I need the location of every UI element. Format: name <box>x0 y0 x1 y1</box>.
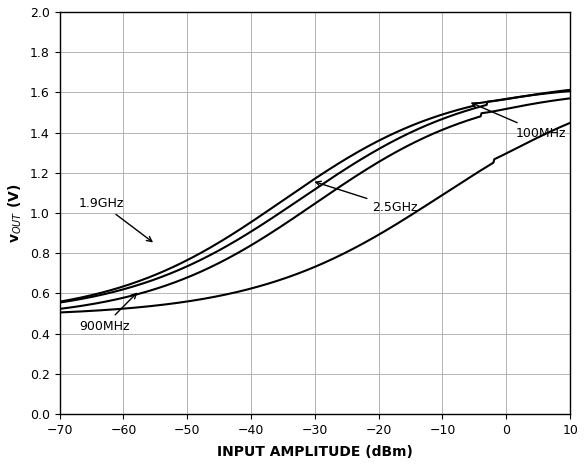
X-axis label: INPUT AMPLITUDE (dBm): INPUT AMPLITUDE (dBm) <box>217 445 413 459</box>
Y-axis label: v$_{OUT}$ (V): v$_{OUT}$ (V) <box>7 183 25 243</box>
Text: 900MHz: 900MHz <box>79 294 136 333</box>
Text: 100MHz: 100MHz <box>472 103 566 140</box>
Text: 1.9GHz: 1.9GHz <box>79 197 152 241</box>
Text: 2.5GHz: 2.5GHz <box>316 181 418 214</box>
